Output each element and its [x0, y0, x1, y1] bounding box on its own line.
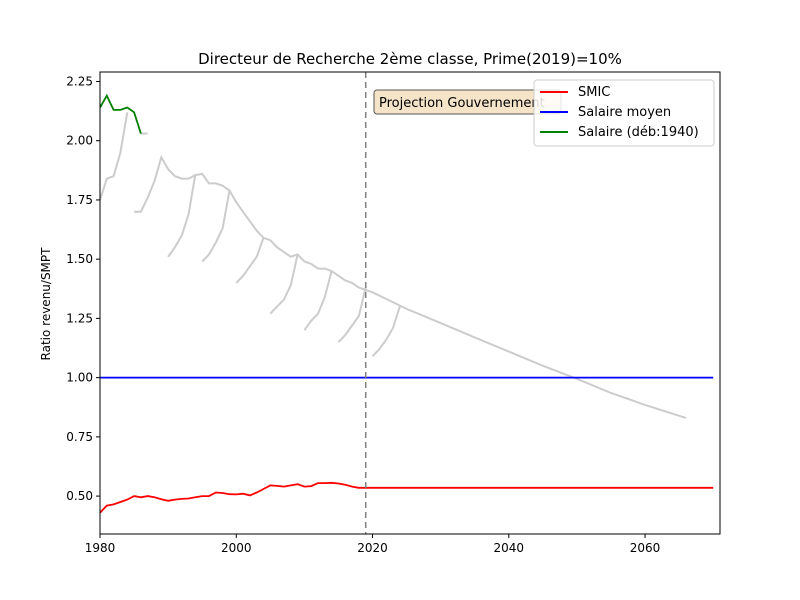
y-tick-label: 1.75: [66, 193, 93, 207]
x-tick-label: 2020: [357, 541, 388, 555]
series-line-1: [100, 481, 714, 514]
axes: 1980 2000 2020 2040 2060 0.50 0.75 1.00 1.25 1.50…: [66, 71, 721, 555]
chart-title: Directeur de Recherche 2ème classe, Prim…: [198, 50, 622, 68]
x-tick-label: 2060: [630, 541, 661, 555]
y-tick-label: 0.50: [66, 489, 93, 503]
legend-box: [533, 79, 715, 147]
career-curve-4: [167, 173, 197, 258]
y-tick-label: 2.25: [66, 74, 93, 88]
career-curve-8: [303, 270, 333, 331]
career-curve-10: [371, 306, 401, 357]
x-tick-label: 2000: [221, 541, 252, 555]
legend-label-3: Salaire (déb:1940): [578, 125, 699, 140]
legend-label-2: Salaire moyen: [578, 105, 671, 120]
axes-frame: [99, 71, 721, 535]
annotation-text: Projection Gouvernement: [379, 96, 545, 111]
projection-annotation: Projection Gouvernement: [373, 89, 562, 115]
career-curve-5: [201, 190, 231, 263]
x-tick-label: 1980: [85, 541, 116, 555]
career-curve-6: [235, 237, 265, 284]
y-axis-label: Ratio revenu/SMPT: [39, 247, 53, 361]
y-tick-label: 0.75: [66, 430, 93, 444]
y-tick-label: 1.00: [66, 371, 93, 385]
career-curve-9: [337, 287, 367, 343]
career-curve-2: [134, 154, 687, 419]
legend: SMIC Salaire moyen Salaire (déb:1940): [533, 79, 715, 147]
plot-area: [100, 72, 714, 534]
y-tick-label: 1.25: [66, 311, 93, 325]
legend-label-1: SMIC: [578, 85, 610, 100]
y-tick-label: 2.00: [66, 134, 93, 148]
y-tick-label: 1.50: [66, 252, 93, 266]
career-curve-7: [269, 254, 299, 315]
series-line-3: [100, 93, 142, 134]
x-tick-label: 2040: [494, 541, 525, 555]
career-curve-1: [100, 112, 129, 201]
